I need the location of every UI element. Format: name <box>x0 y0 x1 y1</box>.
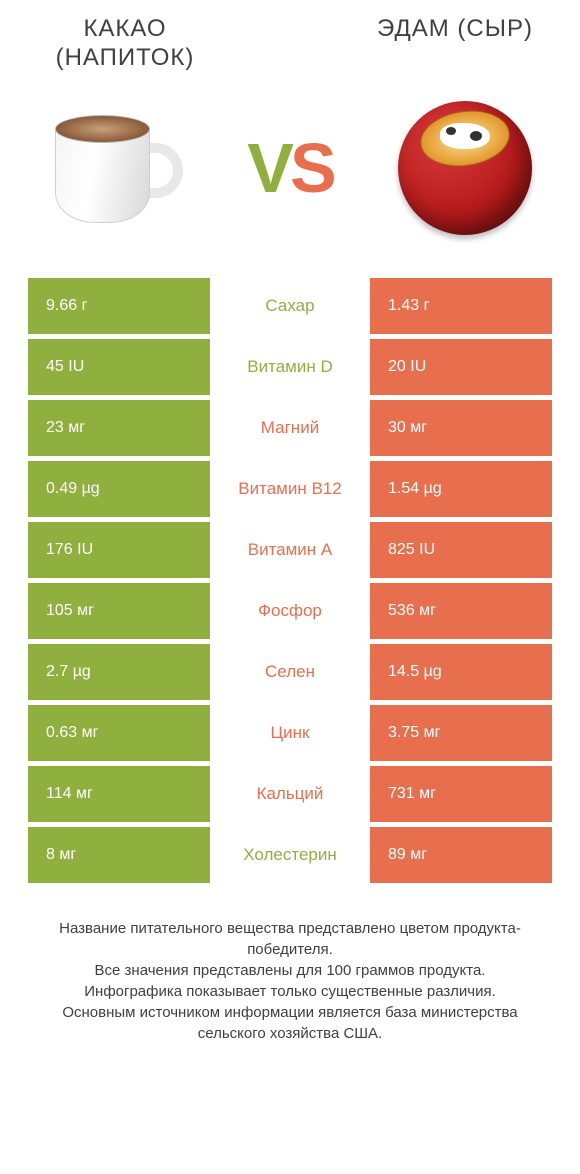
right-value-cell: 731 мг <box>370 766 552 822</box>
nutrient-name-cell: Витамин B12 <box>210 461 370 517</box>
vs-label: VS <box>247 128 332 208</box>
left-value-cell: 45 IU <box>28 339 210 395</box>
nutrient-name-cell: Цинк <box>210 705 370 761</box>
cocoa-mug-icon <box>45 103 185 233</box>
nutrient-name-cell: Селен <box>210 644 370 700</box>
images-row: VS <box>0 73 580 278</box>
left-product-image <box>30 83 200 253</box>
left-value-cell: 0.63 мг <box>28 705 210 761</box>
right-title-col: ЭДАМ (СЫР) <box>350 15 560 44</box>
footer-line: Все значения представлены для 100 граммо… <box>28 960 552 981</box>
footer-line: Основным источником информации является … <box>28 1002 552 1044</box>
nutrient-name-cell: Витамин A <box>210 522 370 578</box>
table-row: 9.66 гСахар1.43 г <box>28 278 552 334</box>
left-title-col: КАКАО (НАПИТОК) <box>20 15 230 73</box>
table-row: 0.49 µgВитамин B121.54 µg <box>28 461 552 517</box>
right-value-cell: 536 мг <box>370 583 552 639</box>
left-value-cell: 23 мг <box>28 400 210 456</box>
left-value-cell: 176 IU <box>28 522 210 578</box>
right-value-cell: 1.43 г <box>370 278 552 334</box>
table-row: 2.7 µgСелен14.5 µg <box>28 644 552 700</box>
table-row: 114 мгКальций731 мг <box>28 766 552 822</box>
right-value-cell: 20 IU <box>370 339 552 395</box>
vs-letter-s: S <box>290 129 333 207</box>
footer-line: Инфографика показывает только существенн… <box>28 981 552 1002</box>
right-value-cell: 825 IU <box>370 522 552 578</box>
table-row: 0.63 мгЦинк3.75 мг <box>28 705 552 761</box>
left-value-cell: 114 мг <box>28 766 210 822</box>
comparison-table: 9.66 гСахар1.43 г45 IUВитамин D20 IU23 м… <box>0 278 580 883</box>
nutrient-name-cell: Холестерин <box>210 827 370 883</box>
nutrient-name-cell: Сахар <box>210 278 370 334</box>
right-value-cell: 89 мг <box>370 827 552 883</box>
table-row: 23 мгМагний30 мг <box>28 400 552 456</box>
left-value-cell: 0.49 µg <box>28 461 210 517</box>
table-row: 105 мгФосфор536 мг <box>28 583 552 639</box>
left-value-cell: 105 мг <box>28 583 210 639</box>
right-value-cell: 14.5 µg <box>370 644 552 700</box>
right-product-image <box>380 83 550 253</box>
edam-cheese-icon <box>390 93 540 243</box>
table-row: 176 IUВитамин A825 IU <box>28 522 552 578</box>
left-value-cell: 8 мг <box>28 827 210 883</box>
footer-notes: Название питательного вещества представл… <box>0 888 580 1044</box>
table-row: 8 мгХолестерин89 мг <box>28 827 552 883</box>
vs-letter-v: V <box>247 129 290 207</box>
right-value-cell: 1.54 µg <box>370 461 552 517</box>
header: КАКАО (НАПИТОК) ЭДАМ (СЫР) <box>0 0 580 73</box>
left-value-cell: 2.7 µg <box>28 644 210 700</box>
right-product-title: ЭДАМ (СЫР) <box>350 15 560 44</box>
nutrient-name-cell: Кальций <box>210 766 370 822</box>
left-value-cell: 9.66 г <box>28 278 210 334</box>
left-product-title: КАКАО (НАПИТОК) <box>20 15 230 73</box>
nutrient-name-cell: Витамин D <box>210 339 370 395</box>
nutrient-name-cell: Магний <box>210 400 370 456</box>
right-value-cell: 30 мг <box>370 400 552 456</box>
right-value-cell: 3.75 мг <box>370 705 552 761</box>
nutrient-name-cell: Фосфор <box>210 583 370 639</box>
footer-line: Название питательного вещества представл… <box>28 918 552 960</box>
table-row: 45 IUВитамин D20 IU <box>28 339 552 395</box>
